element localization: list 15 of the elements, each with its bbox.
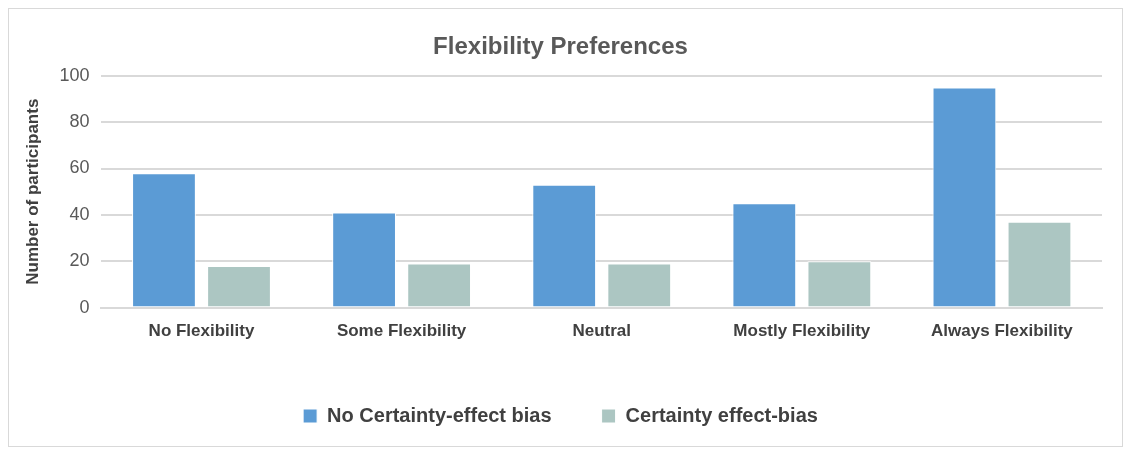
y-axis-title: Number of participants (22, 98, 42, 285)
x-tick-label: No Flexibility (148, 321, 255, 341)
y-tick-label: 80 (69, 111, 90, 132)
y-tick-label: 0 (79, 296, 90, 317)
y-tick-label: 60 (69, 157, 90, 178)
x-tick-label: Neutral (572, 321, 632, 341)
chart-title: Flexibility Preferences (433, 32, 688, 60)
y-tick-label: 20 (69, 250, 90, 271)
legend-label: No Certainty-effect bias (327, 403, 552, 426)
x-tick-label: Mostly Flexibility (733, 321, 871, 341)
y-tick-label: 40 (69, 203, 90, 224)
legend-label: Certainty effect-bias (625, 403, 818, 426)
x-tick-label: Always Flexibility (931, 321, 1074, 341)
y-tick-label: 100 (59, 64, 90, 85)
x-tick-label: Some Flexibility (336, 321, 467, 341)
